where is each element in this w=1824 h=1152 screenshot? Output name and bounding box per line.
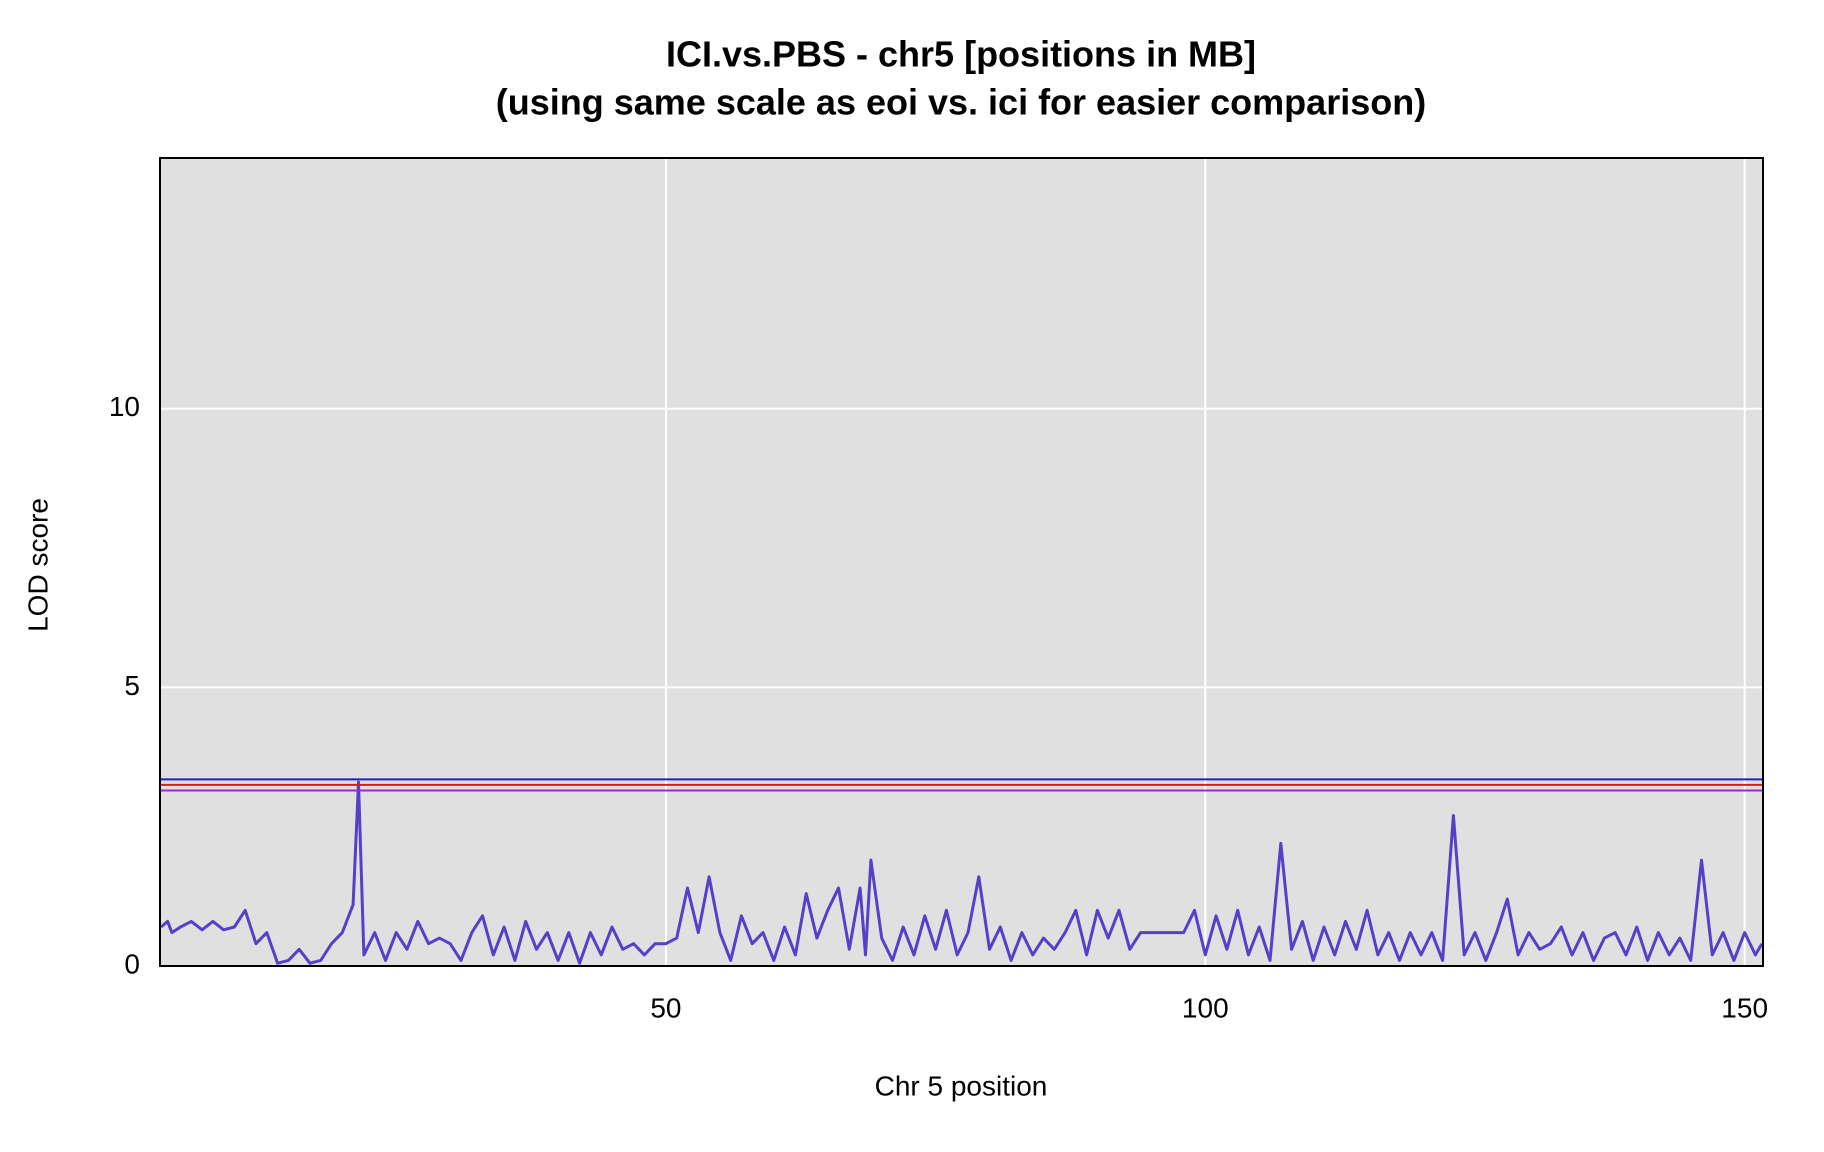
x-tick-label: 150 xyxy=(1721,992,1768,1023)
plot-frame xyxy=(159,157,1764,967)
x-tick-label: 50 xyxy=(650,992,681,1023)
x-axis-label: Chr 5 position xyxy=(875,1070,1048,1101)
plot-background xyxy=(160,158,1763,966)
x-tick-label: 100 xyxy=(1182,992,1229,1023)
y-tick-label: 10 xyxy=(109,391,140,422)
data-line xyxy=(160,780,1764,965)
y-axis-label: LOD score xyxy=(22,498,53,632)
chart-title: ICI.vs.PBS - chr5 [positions in MB] xyxy=(666,34,1256,75)
y-tick-label: 0 xyxy=(124,948,140,979)
y-tick-label: 5 xyxy=(124,670,140,701)
chart-subtitle: (using same scale as eoi vs. ici for eas… xyxy=(496,82,1426,123)
